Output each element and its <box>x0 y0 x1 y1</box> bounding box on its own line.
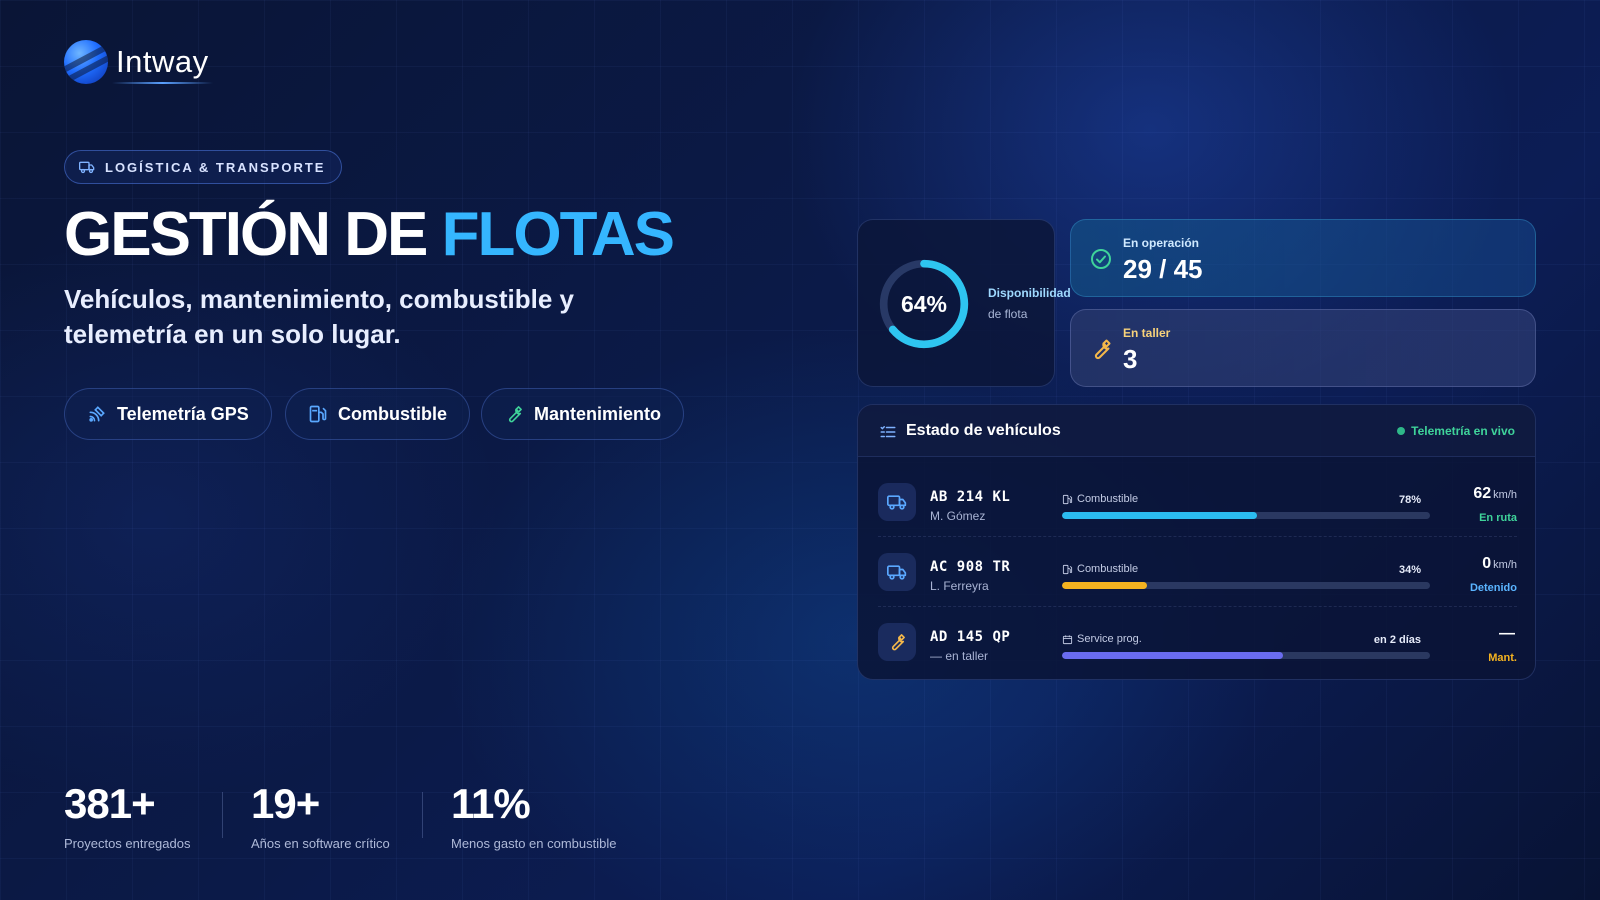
stat-divider <box>422 792 423 838</box>
vehicle-row[interactable]: AD 145 QP — en taller Service prog. en 2… <box>878 607 1517 677</box>
availability-sublabel: de flota <box>988 307 1028 321</box>
stat-value: 19+ <box>251 780 320 827</box>
truck-icon <box>887 495 907 510</box>
metric-value: en 2 días <box>1373 634 1421 646</box>
panel-header: Estado de vehículos Telemetría en vivo <box>858 405 1535 457</box>
vehicle-state: En ruta <box>1479 512 1517 524</box>
in-operation-card: En operación 29 / 45 <box>1070 219 1536 297</box>
vehicle-driver: M. Gómez <box>930 509 986 523</box>
metric-label: Combustible <box>1062 563 1138 575</box>
metric-value: 78% <box>1398 494 1421 506</box>
page-subtitle: Vehículos, mantenimiento, combustible y … <box>64 284 574 349</box>
category-label: LOGÍSTICA & TRANSPORTE <box>105 159 326 175</box>
availability-gauge <box>879 259 969 349</box>
feature-label: Mantenimiento <box>534 403 662 424</box>
stat-fuel-savings: 11% Menos gasto en combustible <box>451 780 616 851</box>
live-label: Telemetría en vivo <box>1411 424 1515 438</box>
metric-text: Combustible <box>1077 493 1139 505</box>
feature-pill-fuel[interactable]: Combustible <box>285 388 471 440</box>
stat-value: 381+ <box>64 780 156 827</box>
calendar-icon <box>1062 634 1073 644</box>
metric-text: Combustible <box>1077 563 1139 575</box>
stat-divider <box>222 792 223 838</box>
title-highlight: FLOTAS <box>441 200 675 269</box>
page-title: GESTIÓN DE FLOTAS <box>64 200 675 269</box>
speed-value: 62 <box>1473 485 1492 502</box>
progress-track <box>1062 512 1430 519</box>
brand-name: Intway <box>112 44 213 84</box>
vehicle-speed: 62 km/h <box>1473 485 1517 503</box>
title-main: GESTIÓN DE <box>64 200 442 269</box>
progress-fill <box>1062 512 1258 519</box>
metric-text: Service prog. <box>1077 633 1142 645</box>
brand-logo[interactable]: Intway <box>64 40 213 84</box>
fuel-pump-icon <box>1062 564 1073 574</box>
in-operation-value: 29 / 45 <box>1123 254 1203 284</box>
vehicle-speed: 0 km/h <box>1482 555 1517 573</box>
vehicle-speed: — <box>1499 625 1517 643</box>
truck-icon <box>79 161 95 174</box>
metric-label: Combustible <box>1062 493 1138 505</box>
in-shop-card: En taller 3 <box>1070 309 1536 387</box>
feature-label: Combustible <box>338 403 448 424</box>
progress-fill <box>1062 652 1283 659</box>
availability-label: Disponibilidad <box>988 286 1071 300</box>
check-circle-icon <box>1091 249 1111 269</box>
progress-track <box>1062 582 1430 589</box>
stat-caption: Años en software crítico <box>251 836 390 851</box>
truck-icon <box>887 565 907 580</box>
metric-value: 34% <box>1398 564 1421 576</box>
speed-unit: km/h <box>1493 559 1517 571</box>
availability-value: 64% <box>900 290 948 317</box>
vehicle-driver: — en taller <box>930 649 989 663</box>
row-icon <box>878 483 916 521</box>
stat-value: 11% <box>451 780 531 827</box>
vehicle-state: Mant. <box>1488 652 1517 664</box>
stat-projects: 381+ Proyectos entregados <box>64 780 190 851</box>
vehicle-status-panel: Estado de vehículos Telemetría en vivo A… <box>857 404 1536 680</box>
feature-pill-maintenance[interactable]: Mantenimiento <box>481 388 685 440</box>
vehicle-plate: AD 145 QP <box>930 629 1011 645</box>
row-icon <box>878 623 916 661</box>
wrench-icon <box>508 406 522 423</box>
wrench-icon <box>1094 339 1111 360</box>
live-telemetry-indicator: Telemetría en vivo <box>1397 424 1515 438</box>
satellite-icon <box>89 406 105 422</box>
vehicle-plate: AB 214 KL <box>930 489 1011 505</box>
feature-pill-telemetry[interactable]: Telemetría GPS <box>64 388 272 440</box>
live-dot-icon <box>1397 427 1406 435</box>
availability-card: 64% Disponibilidad de flota <box>857 219 1071 387</box>
vehicle-state: Detenido <box>1469 582 1517 594</box>
in-operation-label: En operación <box>1123 236 1200 250</box>
stat-years: 19+ Años en software crítico <box>251 780 390 851</box>
stat-caption: Menos gasto en combustible <box>451 836 617 851</box>
panel-title: Estado de vehículos <box>906 422 1061 439</box>
globe-logo-icon <box>64 40 108 84</box>
metric-label: Service prog. <box>1062 633 1142 645</box>
stat-caption: Proyectos entregados <box>64 836 191 851</box>
vehicle-driver: L. Ferreyra <box>930 579 989 593</box>
in-shop-value: 3 <box>1123 344 1138 374</box>
in-shop-label: En taller <box>1123 326 1171 340</box>
category-chip: LOGÍSTICA & TRANSPORTE <box>64 150 343 184</box>
progress-track <box>1062 652 1430 659</box>
fuel-pump-icon <box>309 405 327 423</box>
wrench-icon <box>891 634 905 651</box>
vehicle-plate: AC 908 TR <box>930 559 1011 575</box>
feature-label: Telemetría GPS <box>117 403 249 424</box>
fuel-pump-icon <box>1062 494 1073 504</box>
speed-unit: km/h <box>1493 489 1517 501</box>
progress-fill <box>1062 582 1147 589</box>
speed-value: 0 <box>1482 555 1492 572</box>
row-icon <box>878 553 916 591</box>
vehicle-row[interactable]: AB 214 KL M. Gómez Combustible 78% 62 km/… <box>878 467 1517 537</box>
checklist-icon <box>880 426 896 438</box>
speed-value: — <box>1499 625 1515 642</box>
